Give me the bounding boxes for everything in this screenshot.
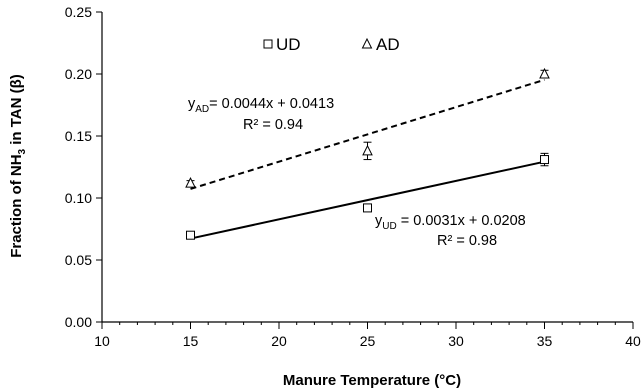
x-tick-label: 25 (360, 333, 376, 349)
x-axis-title: Manure Temperature (°C) (283, 372, 461, 389)
legend-triangle-marker (361, 37, 373, 49)
data-point-ad (539, 67, 550, 79)
x-tick-label: 15 (183, 333, 199, 349)
legend-label-ud: UD (276, 35, 301, 54)
x-tick-label: 10 (94, 333, 110, 349)
axes (101, 12, 633, 323)
data-point-ud (540, 155, 549, 165)
y-tick-label: 0.25 (65, 4, 92, 20)
ticks: 10 15 20 25 30 35 40 0.00 0.05 0.10 0.15 0.20 0.25 (65, 4, 641, 349)
legend-square-marker (263, 39, 273, 49)
y-tick-label: 0.15 (65, 128, 92, 144)
legend-marker-ad (361, 37, 373, 49)
fit-lines (190, 78, 545, 240)
legend-label-ad: AD (376, 35, 400, 54)
x-tick-label: 35 (537, 333, 553, 349)
equation-ud: yUD = 0.0031x + 0.0208 (375, 213, 526, 232)
x-tick-label: 40 (625, 333, 641, 349)
data-point-ad (362, 144, 373, 156)
equation-ad: yAD= 0.0044x + 0.0413 (188, 96, 334, 115)
fit-line-ud (190, 160, 545, 240)
legend: UD AD (263, 35, 400, 54)
r2-ad: R² = 0.94 (243, 117, 303, 133)
data-point-ud (363, 203, 372, 213)
y-tick-label: 0.05 (65, 252, 92, 268)
y-axis-title: Fraction of NH3 in TAN (β) (8, 74, 28, 258)
x-tick-label: 30 (448, 333, 464, 349)
fit-line-ad (190, 78, 545, 190)
data-point-ad (185, 177, 196, 188)
legend-marker-ud (263, 39, 273, 49)
r2-ud: R² = 0.98 (437, 233, 497, 249)
y-tick-label: 0.20 (65, 66, 92, 82)
x-tick-label: 20 (271, 333, 287, 349)
y-tick-label: 0.00 (65, 314, 92, 330)
y-tick-label: 0.10 (65, 190, 92, 206)
data-point-ud (186, 230, 195, 240)
data-points (185, 67, 550, 240)
